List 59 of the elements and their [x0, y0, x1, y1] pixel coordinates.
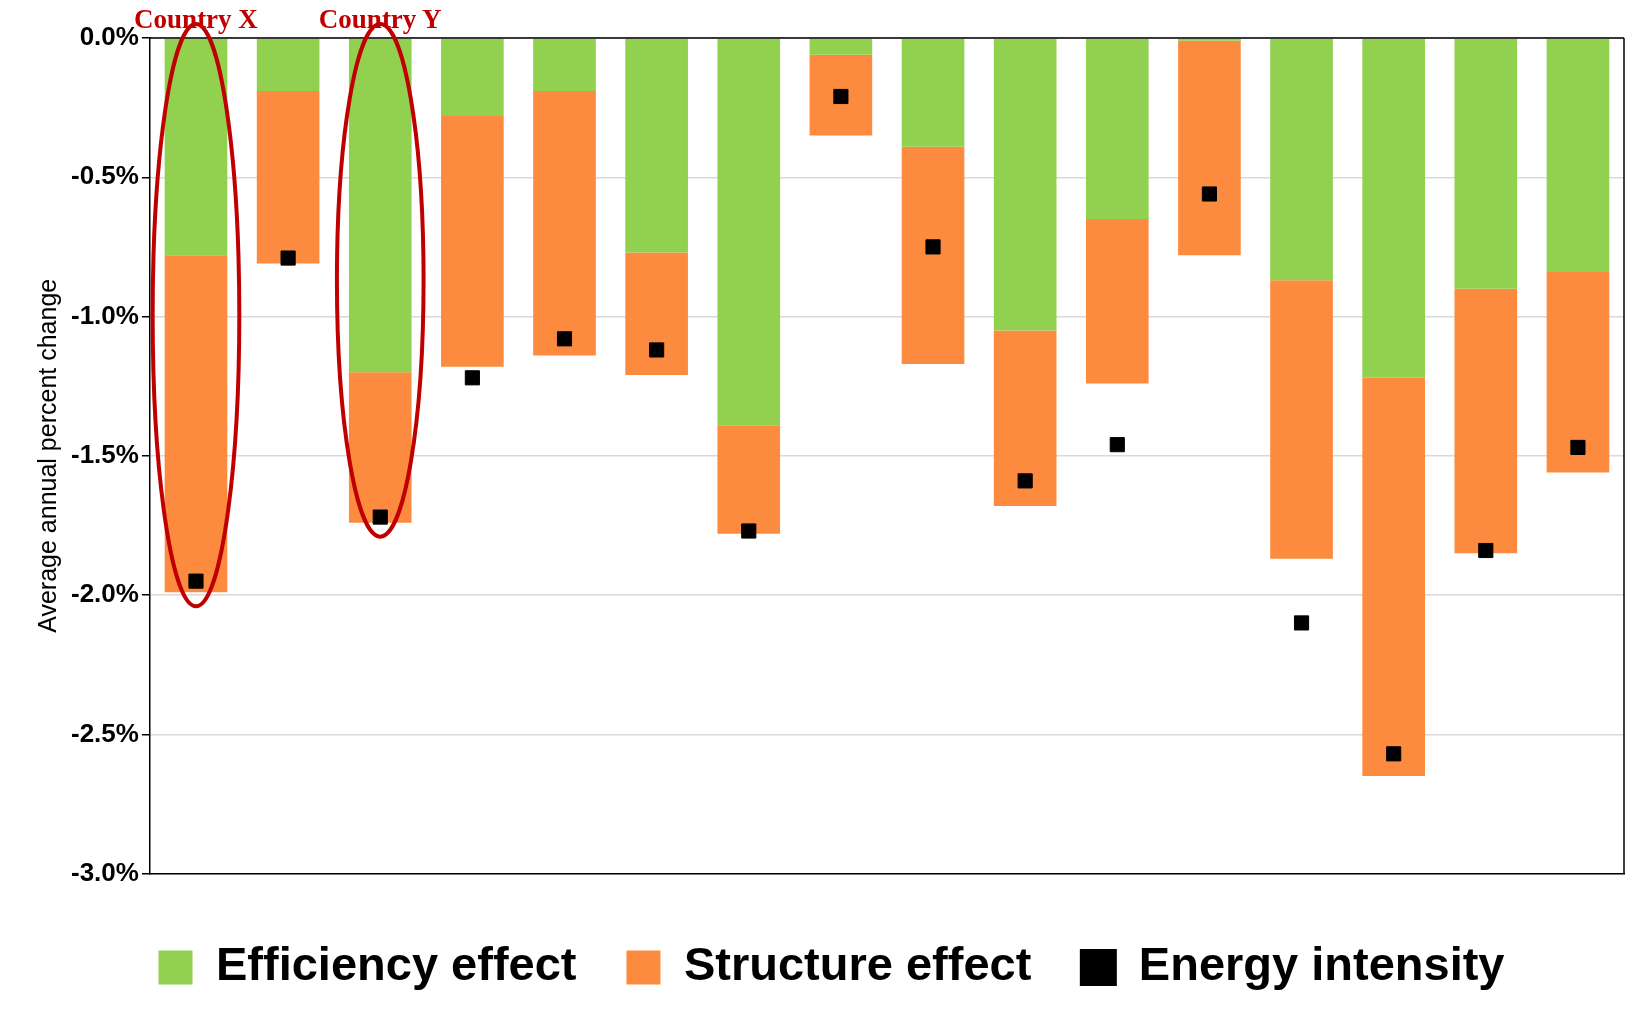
bar: [1454, 38, 1518, 289]
point: [741, 523, 757, 539]
bar: [993, 330, 1057, 506]
bar: [993, 38, 1057, 331]
y-tick-label: -1.5%: [71, 438, 139, 469]
y-tick-label: -2.5%: [71, 717, 139, 748]
y-tick-label: -2.0%: [71, 578, 139, 609]
point: [188, 573, 204, 589]
bar: [1362, 38, 1425, 378]
point: [464, 370, 480, 386]
y-tick-label: -3.0%: [71, 856, 139, 887]
bar: [1270, 280, 1333, 559]
point: [1017, 473, 1033, 489]
point: [649, 342, 665, 358]
point: [1293, 615, 1310, 631]
bar: [1546, 38, 1610, 272]
legend-label: Energy intensity: [1138, 937, 1505, 991]
bar: [348, 372, 412, 523]
y-tick-label: -0.5%: [71, 160, 139, 191]
bar: [164, 255, 228, 593]
bar: [256, 90, 320, 264]
bar: [1085, 38, 1149, 220]
legend-label: Efficiency effect: [216, 937, 577, 991]
y-axis-title: Average annual percent change: [32, 278, 61, 633]
bar: [1270, 38, 1333, 281]
bar: [717, 425, 781, 534]
bar: [625, 38, 688, 253]
point: [280, 250, 296, 266]
bar: [441, 115, 504, 367]
bar: [533, 38, 596, 91]
bar: [1178, 38, 1241, 41]
text: Country Y: [318, 4, 442, 35]
bar: [1546, 271, 1610, 473]
bar: [717, 38, 781, 426]
bar: [809, 54, 873, 136]
bar: [1454, 288, 1518, 554]
point: [1109, 437, 1125, 453]
point: [1570, 439, 1586, 456]
point: [833, 88, 849, 105]
bar: [901, 38, 965, 147]
bar: [1362, 377, 1425, 777]
bar: [625, 252, 688, 376]
bar: [901, 146, 965, 364]
bar: [441, 38, 504, 116]
point: [372, 509, 388, 525]
bar: [809, 38, 873, 55]
point: [1478, 542, 1494, 559]
bar: [164, 38, 228, 256]
y-tick-label: -1.0%: [71, 299, 139, 330]
bar: [256, 38, 320, 91]
bar: [533, 90, 596, 356]
bar: [348, 38, 412, 373]
point: [1201, 186, 1217, 202]
bar: [1178, 40, 1241, 256]
point: [1386, 746, 1402, 762]
point: [925, 239, 941, 255]
bar: [1085, 219, 1149, 384]
legend-label: Structure effect: [683, 937, 1032, 991]
point: [556, 331, 573, 347]
